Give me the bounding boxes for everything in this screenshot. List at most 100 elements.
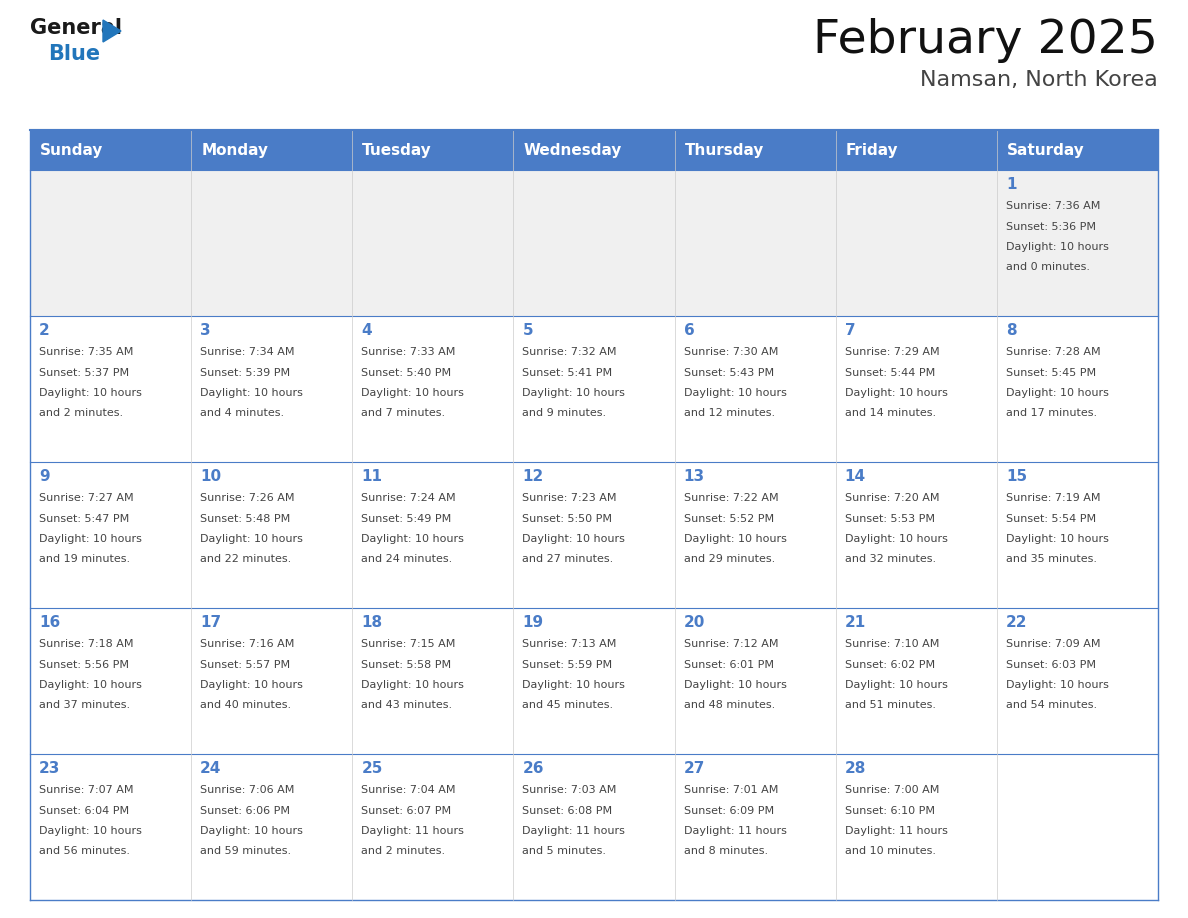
Text: Sunrise: 7:12 AM: Sunrise: 7:12 AM [683,639,778,649]
Text: and 32 minutes.: and 32 minutes. [845,554,936,565]
Text: 1: 1 [1006,177,1017,192]
Text: Sunrise: 7:30 AM: Sunrise: 7:30 AM [683,347,778,357]
Text: Daylight: 10 hours: Daylight: 10 hours [200,826,303,836]
Text: and 2 minutes.: and 2 minutes. [39,409,124,419]
Text: Sunrise: 7:34 AM: Sunrise: 7:34 AM [200,347,295,357]
Text: Sunset: 5:53 PM: Sunset: 5:53 PM [845,513,935,523]
Text: 18: 18 [361,615,383,630]
Text: Sunrise: 7:01 AM: Sunrise: 7:01 AM [683,785,778,795]
Text: Sunset: 6:08 PM: Sunset: 6:08 PM [523,805,613,815]
Text: Sunrise: 7:15 AM: Sunrise: 7:15 AM [361,639,456,649]
Text: Sunset: 5:52 PM: Sunset: 5:52 PM [683,513,773,523]
Text: 23: 23 [39,761,61,776]
Text: Sunrise: 7:18 AM: Sunrise: 7:18 AM [39,639,133,649]
Text: and 14 minutes.: and 14 minutes. [845,409,936,419]
Text: 28: 28 [845,761,866,776]
Text: Sunset: 6:03 PM: Sunset: 6:03 PM [1006,659,1095,669]
Text: 5: 5 [523,323,533,338]
Text: Daylight: 10 hours: Daylight: 10 hours [361,680,465,690]
Bar [997,170,1158,316]
Text: Sunrise: 7:09 AM: Sunrise: 7:09 AM [1006,639,1100,649]
Bar [30,316,191,462]
Text: Daylight: 10 hours: Daylight: 10 hours [39,680,141,690]
Text: Daylight: 10 hours: Daylight: 10 hours [1006,242,1108,252]
Text: Sunset: 5:41 PM: Sunset: 5:41 PM [523,367,613,377]
Bar [675,462,835,608]
Text: Daylight: 10 hours: Daylight: 10 hours [200,680,303,690]
Text: Daylight: 10 hours: Daylight: 10 hours [200,534,303,544]
Text: 26: 26 [523,761,544,776]
Text: 22: 22 [1006,615,1028,630]
Bar [835,462,997,608]
Bar [513,316,675,462]
Bar [191,608,353,754]
Text: Sunrise: 7:35 AM: Sunrise: 7:35 AM [39,347,133,357]
Text: 12: 12 [523,469,544,484]
Text: and 45 minutes.: and 45 minutes. [523,700,613,711]
Text: Sunrise: 7:00 AM: Sunrise: 7:00 AM [845,785,939,795]
Text: Sunrise: 7:29 AM: Sunrise: 7:29 AM [845,347,940,357]
Text: February 2025: February 2025 [813,18,1158,63]
Text: 4: 4 [361,323,372,338]
Text: and 54 minutes.: and 54 minutes. [1006,700,1097,711]
Text: Sunset: 5:45 PM: Sunset: 5:45 PM [1006,367,1097,377]
Text: 13: 13 [683,469,704,484]
Text: Namsan, North Korea: Namsan, North Korea [921,70,1158,90]
Bar [191,170,353,316]
Text: Daylight: 10 hours: Daylight: 10 hours [683,534,786,544]
Text: Sunset: 6:06 PM: Sunset: 6:06 PM [200,805,290,815]
Text: 19: 19 [523,615,544,630]
Text: 11: 11 [361,469,383,484]
Text: Daylight: 10 hours: Daylight: 10 hours [1006,680,1108,690]
Text: and 10 minutes.: and 10 minutes. [845,846,936,856]
Text: Sunset: 5:58 PM: Sunset: 5:58 PM [361,659,451,669]
Bar [353,754,513,900]
Text: Sunrise: 7:03 AM: Sunrise: 7:03 AM [523,785,617,795]
Text: Sunset: 5:49 PM: Sunset: 5:49 PM [361,513,451,523]
Text: and 9 minutes.: and 9 minutes. [523,409,607,419]
Text: Sunrise: 7:26 AM: Sunrise: 7:26 AM [200,493,295,503]
Text: Daylight: 10 hours: Daylight: 10 hours [1006,388,1108,398]
Text: 9: 9 [39,469,50,484]
Bar [513,170,675,316]
Text: Sunrise: 7:36 AM: Sunrise: 7:36 AM [1006,201,1100,211]
Text: Monday: Monday [201,142,268,158]
Bar [513,754,675,900]
Text: and 2 minutes.: and 2 minutes. [361,846,446,856]
Text: and 40 minutes.: and 40 minutes. [200,700,291,711]
Text: Sunrise: 7:10 AM: Sunrise: 7:10 AM [845,639,939,649]
Bar [30,130,1158,170]
Text: Sunset: 5:56 PM: Sunset: 5:56 PM [39,659,129,669]
Text: 15: 15 [1006,469,1026,484]
Bar [353,316,513,462]
Polygon shape [103,20,121,42]
Text: and 56 minutes.: and 56 minutes. [39,846,129,856]
Text: Sunrise: 7:13 AM: Sunrise: 7:13 AM [523,639,617,649]
Text: Sunrise: 7:07 AM: Sunrise: 7:07 AM [39,785,133,795]
Text: Sunset: 6:02 PM: Sunset: 6:02 PM [845,659,935,669]
Text: Sunrise: 7:04 AM: Sunrise: 7:04 AM [361,785,456,795]
Text: Daylight: 10 hours: Daylight: 10 hours [361,388,465,398]
Text: Daylight: 10 hours: Daylight: 10 hours [845,534,948,544]
Text: Daylight: 10 hours: Daylight: 10 hours [523,680,625,690]
Bar [191,754,353,900]
Bar [675,608,835,754]
Text: and 37 minutes.: and 37 minutes. [39,700,131,711]
Text: and 27 minutes.: and 27 minutes. [523,554,614,565]
Text: 27: 27 [683,761,704,776]
Text: Sunrise: 7:28 AM: Sunrise: 7:28 AM [1006,347,1100,357]
Text: Sunday: Sunday [40,142,103,158]
Bar [30,754,191,900]
Bar [997,754,1158,900]
Text: 25: 25 [361,761,383,776]
Text: Sunset: 5:48 PM: Sunset: 5:48 PM [200,513,290,523]
Text: 2: 2 [39,323,50,338]
Text: Wednesday: Wednesday [524,142,621,158]
Text: Sunset: 5:44 PM: Sunset: 5:44 PM [845,367,935,377]
Text: Sunset: 5:57 PM: Sunset: 5:57 PM [200,659,290,669]
Text: Daylight: 10 hours: Daylight: 10 hours [39,826,141,836]
Text: Sunrise: 7:22 AM: Sunrise: 7:22 AM [683,493,778,503]
Text: Daylight: 10 hours: Daylight: 10 hours [523,534,625,544]
Text: and 22 minutes.: and 22 minutes. [200,554,291,565]
Text: and 24 minutes.: and 24 minutes. [361,554,453,565]
